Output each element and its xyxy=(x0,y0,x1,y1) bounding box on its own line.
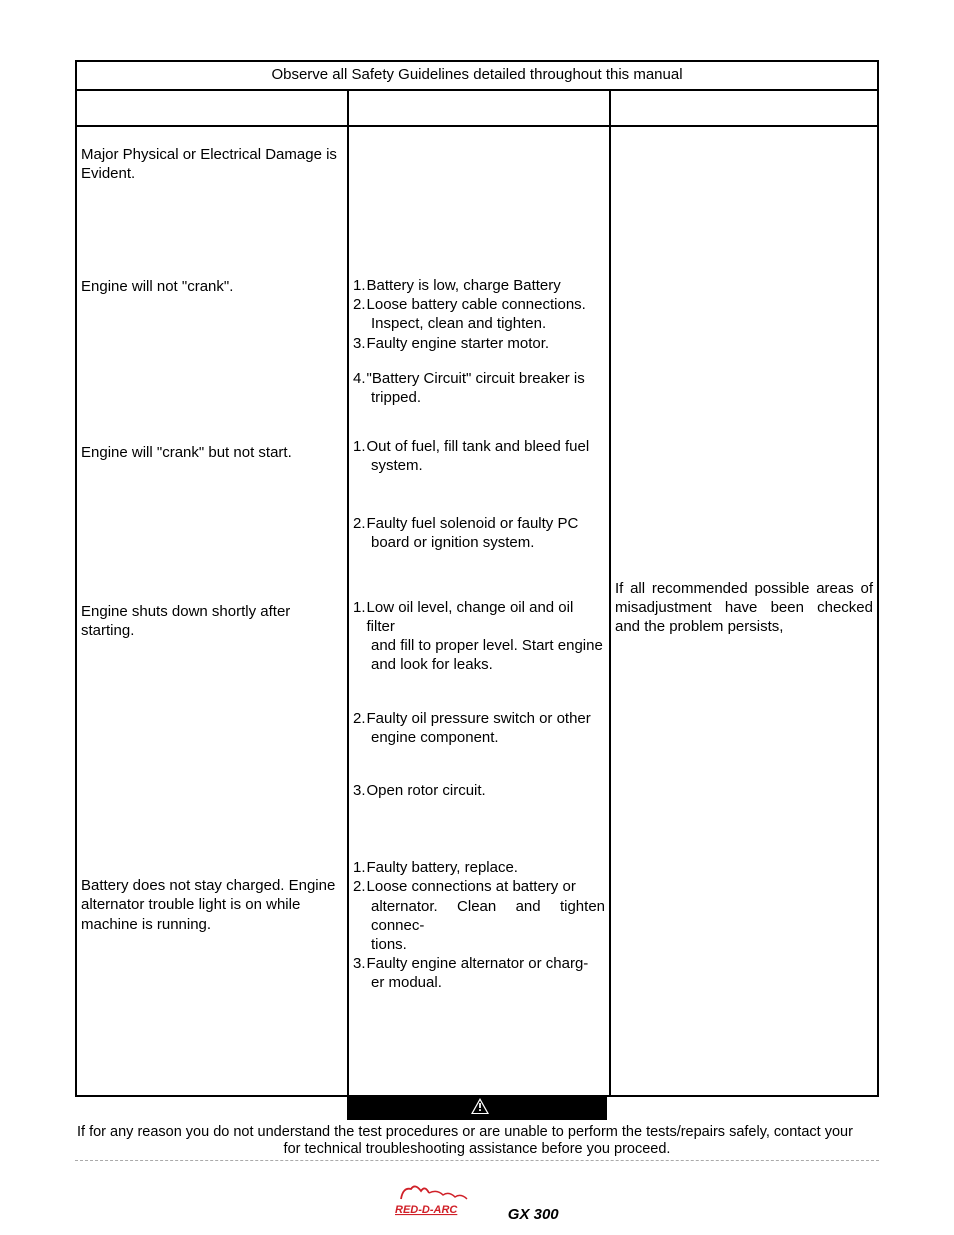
cause-wrap: tions. xyxy=(353,935,605,954)
header-col-action xyxy=(611,91,877,125)
brand-logo: RED-D-ARC xyxy=(395,1206,477,1223)
header-col-cause xyxy=(349,91,611,125)
cause-wrap: tripped. xyxy=(353,388,605,407)
cause-item: 1.Faulty battery, replace. xyxy=(353,858,605,877)
problem-text: Battery does not stay charged. Engine al… xyxy=(81,876,343,934)
cause-wrap: alternator. Clean and tighten connec- xyxy=(353,897,605,935)
cause-wrap: and look for leaks. xyxy=(353,655,605,674)
caution-bar xyxy=(347,1096,607,1120)
header-col-problems xyxy=(77,91,349,125)
table-banner: Observe all Safety Guidelines detailed t… xyxy=(77,62,877,91)
svg-text:RED-D-ARC: RED-D-ARC xyxy=(395,1204,458,1216)
cause-item: 3.Faulty engine starter motor. xyxy=(353,334,605,353)
cause-wrap: board or ignition system. xyxy=(353,533,605,552)
cause-item: 3.Open rotor circuit. xyxy=(353,781,605,800)
cause-wrap: Inspect, clean and tighten. xyxy=(353,314,605,333)
cause-item: 2.Loose battery cable connections. xyxy=(353,295,605,314)
cause-item: 1.Low oil level, change oil and oil filt… xyxy=(353,598,605,636)
dashed-divider xyxy=(75,1160,879,1161)
footer-note-2: for technical troubleshooting assistance… xyxy=(75,1141,879,1157)
cause-wrap: er modual. xyxy=(353,973,605,992)
cause-item: 2.Faulty fuel solenoid or faulty PC xyxy=(353,514,605,533)
cause-item: 1.Battery is low, charge Battery xyxy=(353,276,605,295)
problem-text: Engine shuts down shortly after starting… xyxy=(81,602,343,640)
cause-item: 1.Out of fuel, fill tank and bleed fuel xyxy=(353,437,605,456)
problems-column: Major Physical or Electrical Damage is E… xyxy=(77,127,349,1095)
table-body: Major Physical or Electrical Damage is E… xyxy=(77,127,877,1095)
problem-text: Engine will "crank" but not start. xyxy=(81,443,343,462)
footer-note-1: If for any reason you do not understand … xyxy=(75,1121,879,1141)
cause-item: 3.Faulty engine alternator or charg- xyxy=(353,954,605,973)
cause-wrap: engine component. xyxy=(353,728,605,747)
product-name: GX 300 xyxy=(508,1206,559,1223)
problem-text: Engine will not "crank". xyxy=(81,277,343,296)
cause-wrap: and fill to proper level. Start engine xyxy=(353,636,605,655)
content-area: Observe all Safety Guidelines detailed t… xyxy=(75,60,879,1224)
cause-item: 2.Faulty oil pressure switch or other xyxy=(353,709,605,728)
page: Observe all Safety Guidelines detailed t… xyxy=(0,0,954,1235)
table-header-row xyxy=(77,91,877,127)
cause-wrap: system. xyxy=(353,456,605,475)
footer-logo-area: RED-D-ARC GX 300 xyxy=(75,1181,879,1224)
cause-item: 4."Battery Circuit" circuit breaker is xyxy=(353,369,605,388)
problem-text: Major Physical or Electrical Damage is E… xyxy=(81,145,343,183)
action-column: If all recommended possible areas of mis… xyxy=(611,127,877,1095)
cause-item: 2.Loose connections at battery or xyxy=(353,877,605,896)
causes-column: 1.Battery is low, charge Battery 2.Loose… xyxy=(349,127,611,1095)
caution-icon xyxy=(471,1098,489,1119)
action-text: If all recommended possible areas of mis… xyxy=(615,579,873,637)
troubleshooting-table: Observe all Safety Guidelines detailed t… xyxy=(75,60,879,1097)
